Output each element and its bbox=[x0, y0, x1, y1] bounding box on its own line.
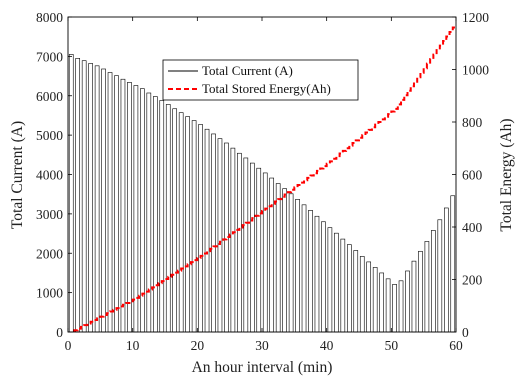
current-bar bbox=[301, 204, 307, 333]
y-left-axis-label: Total Current (A) bbox=[9, 121, 26, 229]
y-right-tick-label: 200 bbox=[462, 273, 483, 288]
energy-line bbox=[73, 26, 456, 332]
current-bar bbox=[443, 207, 449, 333]
current-bar bbox=[237, 152, 242, 333]
current-bar bbox=[217, 138, 223, 333]
current-bar bbox=[107, 72, 113, 333]
x-tick-label: 50 bbox=[385, 338, 399, 353]
current-bar bbox=[159, 100, 165, 333]
current-bars bbox=[68, 54, 456, 333]
current-bar bbox=[101, 68, 106, 333]
legend-label-current: Total Current (A) bbox=[202, 63, 293, 78]
x-axis-label: An hour interval (min) bbox=[192, 359, 333, 376]
current-bar bbox=[146, 92, 152, 333]
y-left-tick-label: 4000 bbox=[36, 168, 63, 183]
current-bar bbox=[133, 85, 139, 333]
y-left-ticks: 0 1000 2000 3000 4000 5000 6000 7000 8000 bbox=[36, 10, 72, 340]
x-tick-label: 20 bbox=[191, 338, 205, 353]
current-bar bbox=[314, 215, 320, 333]
x-tick-label: 0 bbox=[65, 338, 72, 353]
x-tick-label: 30 bbox=[255, 338, 269, 353]
x-tick-label: 60 bbox=[449, 338, 463, 353]
current-bar bbox=[243, 157, 249, 333]
current-bar bbox=[250, 162, 255, 333]
current-bar bbox=[353, 250, 359, 333]
current-bar bbox=[81, 60, 87, 333]
current-bar bbox=[431, 230, 436, 333]
y-left-tick-label: 1000 bbox=[36, 286, 63, 301]
current-bar bbox=[450, 195, 456, 333]
current-bar bbox=[359, 256, 365, 333]
current-bar bbox=[211, 133, 216, 333]
current-bar bbox=[262, 172, 268, 333]
current-bar bbox=[94, 65, 100, 333]
current-bar bbox=[385, 278, 391, 333]
current-bar bbox=[230, 147, 236, 333]
y-left-tick-label: 7000 bbox=[36, 49, 63, 64]
current-bar bbox=[405, 270, 410, 333]
current-bar bbox=[282, 188, 287, 333]
current-bar bbox=[295, 199, 300, 333]
legend: Total Current (A) Total Stored Energy(Ah… bbox=[162, 59, 359, 101]
current-bar bbox=[288, 193, 294, 333]
x-ticks: 0 10 20 30 40 50 60 bbox=[65, 17, 463, 353]
current-bar bbox=[411, 260, 417, 333]
y-left-tick-label: 0 bbox=[56, 325, 63, 340]
y-right-tick-label: 1200 bbox=[462, 10, 489, 25]
y-left-tick-label: 3000 bbox=[36, 207, 63, 222]
y-right-tick-label: 800 bbox=[462, 115, 483, 130]
y-right-tick-label: 600 bbox=[462, 168, 483, 183]
current-bar bbox=[327, 227, 333, 333]
current-bar bbox=[340, 238, 346, 333]
current-bar bbox=[321, 221, 326, 333]
current-bar bbox=[198, 124, 203, 333]
x-tick-label: 40 bbox=[320, 338, 334, 353]
current-bar bbox=[114, 75, 119, 333]
y-right-ticks: 0 200 400 600 800 1000 1200 bbox=[452, 10, 489, 340]
y-left-tick-label: 2000 bbox=[36, 246, 63, 261]
current-bar bbox=[269, 177, 275, 333]
current-bar bbox=[366, 261, 372, 333]
current-bar bbox=[308, 210, 313, 333]
current-bar bbox=[256, 167, 262, 333]
current-bar bbox=[185, 116, 190, 333]
current-bar bbox=[437, 219, 443, 333]
legend-box bbox=[162, 59, 359, 101]
y-right-tick-label: 1000 bbox=[462, 63, 489, 78]
current-bar bbox=[372, 267, 378, 333]
current-bar bbox=[379, 272, 384, 333]
y-right-axis-label: Total Energy (Ah) bbox=[498, 118, 515, 231]
current-bar bbox=[178, 112, 184, 333]
x-tick-label: 10 bbox=[126, 338, 140, 353]
current-bar bbox=[75, 58, 81, 333]
current-bar bbox=[165, 104, 171, 333]
current-bar bbox=[424, 241, 430, 333]
current-bar bbox=[398, 280, 404, 333]
current-bar bbox=[275, 183, 281, 333]
current-bar bbox=[346, 244, 352, 333]
legend-label-energy: Total Stored Energy(Ah) bbox=[202, 81, 331, 96]
current-bar bbox=[153, 96, 158, 333]
current-bar bbox=[120, 78, 126, 333]
current-bar bbox=[88, 63, 93, 333]
current-bar bbox=[127, 82, 132, 333]
y-left-tick-label: 6000 bbox=[36, 89, 63, 104]
current-bar bbox=[204, 128, 210, 333]
current-bar bbox=[172, 108, 178, 333]
current-bar bbox=[191, 120, 197, 333]
energy-line-group bbox=[73, 26, 456, 332]
current-bar bbox=[418, 250, 423, 333]
y-left-tick-label: 8000 bbox=[36, 10, 63, 25]
current-bar bbox=[392, 284, 397, 333]
y-right-tick-label: 400 bbox=[462, 220, 483, 235]
y-left-tick-label: 5000 bbox=[36, 128, 63, 143]
current-bar bbox=[334, 232, 339, 333]
y-right-tick-label: 0 bbox=[462, 325, 469, 340]
